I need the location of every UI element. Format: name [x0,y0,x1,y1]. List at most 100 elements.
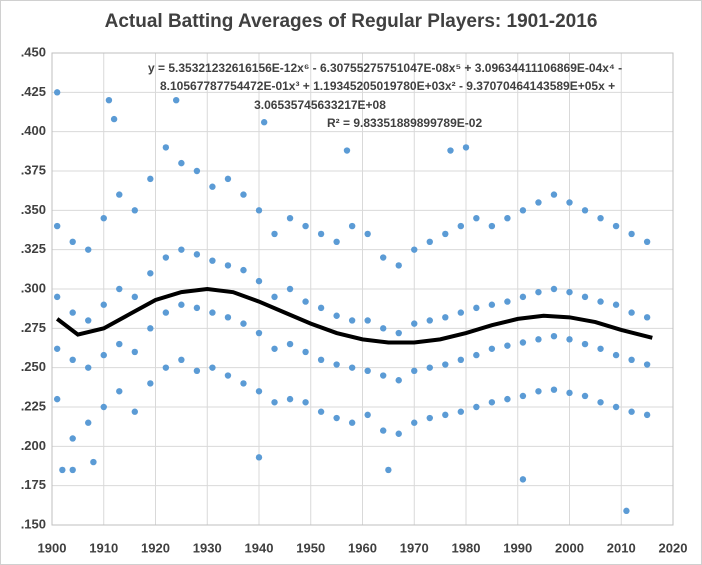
point [623,507,630,515]
point [69,435,76,442]
point [317,408,325,415]
equation: R² = 9.83351889899789E-02 [327,116,482,130]
point [162,254,170,261]
point [100,351,107,359]
point [85,246,92,253]
point [240,266,247,274]
point [209,364,216,371]
point [488,222,496,230]
point [147,325,154,332]
point [581,293,589,301]
point [255,454,263,461]
point [255,388,263,395]
point [457,222,465,230]
point [147,380,154,387]
point [643,238,651,245]
point [550,285,558,293]
point [519,293,527,301]
x-tick-label: 1950 [296,540,325,555]
point [519,476,527,483]
point [224,175,232,183]
point [162,364,170,371]
point [380,325,387,332]
point [395,262,402,269]
point [348,364,356,371]
point [364,411,371,419]
point [348,222,356,230]
x-tick-label: 1930 [193,540,222,555]
point [348,419,356,426]
y-tick-label: .350 [21,202,46,217]
equation: 3.06535745633217E+08 [254,98,386,112]
y-tick-label: .450 [21,44,46,59]
point [59,466,66,474]
grid: .150 .175 .200 .225 .250 .275 .300 .325 .350 .375… [21,44,688,555]
point [286,340,294,348]
point [426,317,433,324]
point [488,301,496,308]
point [209,309,216,316]
y-tick-label: .425 [21,84,46,99]
point [395,377,402,384]
point [110,115,118,123]
point [628,309,635,316]
point [628,230,635,238]
y-tick-label: .225 [21,398,46,413]
point [173,97,180,104]
point [85,419,92,426]
point [442,230,449,238]
point [535,388,542,395]
x-tick-label: 1910 [89,540,118,555]
point [333,361,340,368]
point [581,340,589,348]
point [53,89,61,96]
point [473,403,480,411]
point [100,403,107,411]
point [178,356,185,363]
point [550,191,558,198]
point [581,207,589,214]
point [286,395,294,403]
point [271,399,278,406]
point [488,399,496,406]
point [535,336,542,343]
y-tick-label: .200 [21,438,46,453]
equation: y = 5.35321232616156E-12x⁶ - 6.307552757… [148,61,622,75]
point [116,191,123,198]
point [302,399,309,406]
point [286,215,294,222]
point [193,167,201,175]
point [643,411,651,419]
point [411,246,418,253]
point [224,314,232,321]
y-tick-label: .250 [21,359,46,374]
point [116,340,123,348]
point [260,119,268,126]
point [317,356,325,363]
points [53,89,651,515]
point [271,293,278,301]
point [53,293,61,301]
point [271,345,278,352]
point [643,314,651,321]
point [333,238,340,245]
point [147,270,154,277]
plot-area [51,52,674,526]
point [411,320,418,327]
point [612,403,620,411]
point [535,288,542,296]
point [255,329,263,337]
point [240,191,247,198]
point [131,207,138,214]
point [550,386,558,393]
point [85,364,92,371]
point [240,320,247,327]
point [395,329,402,337]
point [566,389,573,397]
point [462,144,470,151]
point [364,367,371,375]
point [116,285,123,293]
point [488,345,496,352]
equation: 8.10567787754472E-01x³ + 1.1934520501978… [160,79,615,93]
